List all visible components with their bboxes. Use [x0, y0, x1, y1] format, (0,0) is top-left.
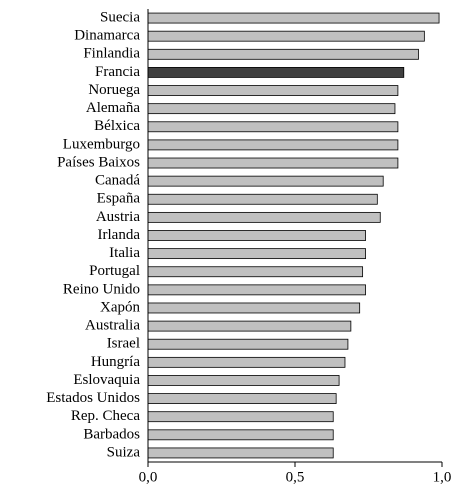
- y-tick-label: Finlandia: [83, 46, 140, 62]
- y-tick-label: Dinamarca: [74, 28, 140, 44]
- y-tick-label: Austria: [96, 209, 141, 225]
- y-tick-label: Francia: [95, 64, 140, 80]
- y-tick-label: Hungría: [91, 354, 140, 370]
- y-tick-label: Australia: [85, 318, 140, 334]
- y-tick-label: Canadá: [95, 173, 140, 189]
- y-tick-label: Rep. Checa: [71, 408, 140, 424]
- y-tick-label: Estados Unidos: [46, 390, 140, 406]
- y-tick-label: Suecia: [100, 9, 140, 25]
- bar: [147, 356, 346, 368]
- bar: [147, 284, 366, 296]
- y-tick-label: Reino Unido: [63, 281, 140, 297]
- y-tick-label: Países Baixos: [57, 154, 140, 170]
- bar: [147, 338, 349, 350]
- bar: [147, 411, 334, 423]
- bar: [147, 12, 440, 24]
- bar: [147, 30, 425, 42]
- bar: [147, 139, 399, 151]
- bar: [147, 266, 364, 278]
- bar: [147, 211, 381, 223]
- y-tick-label: Suiza: [107, 444, 141, 460]
- y-tick-label: Noruega: [88, 82, 140, 98]
- bar: [147, 193, 378, 205]
- y-tick-label: Portugal: [89, 263, 140, 279]
- x-tick-label: 1,0: [433, 469, 452, 485]
- bar: [147, 103, 396, 115]
- x-tick-label: 0,0: [139, 469, 158, 485]
- y-tick-label: Irlanda: [98, 227, 141, 243]
- bar: [147, 375, 340, 386]
- bar: [147, 175, 384, 187]
- y-tick-label: Barbados: [83, 426, 140, 442]
- bar: [147, 85, 399, 96]
- x-tick-label: 0,5: [286, 469, 305, 485]
- bar: [147, 67, 405, 78]
- y-tick-label: Bélxica: [94, 118, 140, 134]
- y-tick-label: Alemaña: [86, 100, 140, 116]
- bar: [147, 302, 361, 314]
- y-tick-label: Israel: [107, 336, 140, 352]
- bar: [147, 230, 366, 241]
- y-tick-label: Luxemburgo: [63, 136, 140, 152]
- bar: [147, 447, 334, 459]
- bar: [147, 48, 419, 60]
- y-tick-label: Italia: [109, 245, 140, 261]
- bar: [147, 393, 337, 404]
- y-tick-label: Xapón: [100, 299, 140, 315]
- y-tick-label: Eslovaquia: [73, 372, 140, 388]
- bar: [147, 157, 399, 169]
- bar: [147, 121, 399, 133]
- bar: [147, 320, 352, 332]
- bar: [147, 248, 366, 260]
- bar: [147, 429, 334, 441]
- y-tick-label: España: [97, 191, 141, 207]
